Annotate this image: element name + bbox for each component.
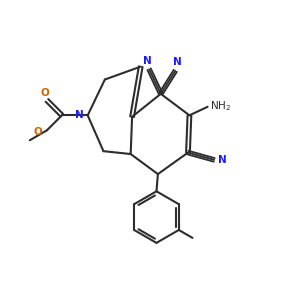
Text: N: N: [218, 156, 226, 166]
Text: N: N: [75, 110, 84, 120]
Text: O: O: [40, 88, 49, 98]
Text: O: O: [33, 127, 42, 137]
Text: NH$_2$: NH$_2$: [210, 99, 231, 113]
Text: N: N: [143, 56, 152, 66]
Text: N: N: [173, 57, 182, 67]
